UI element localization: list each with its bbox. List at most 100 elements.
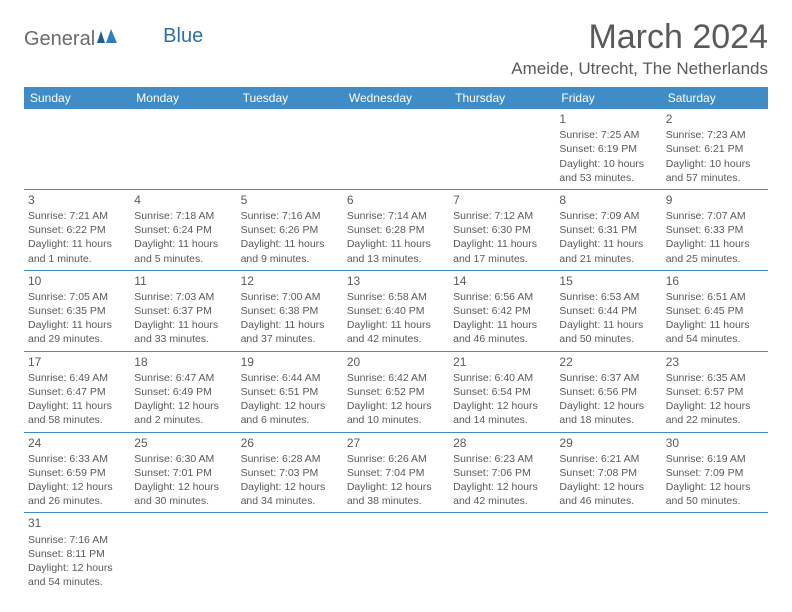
day-number: 8 <box>559 192 657 208</box>
week-row: 24Sunrise: 6:33 AMSunset: 6:59 PMDayligh… <box>24 433 768 514</box>
sunset-text: Sunset: 6:59 PM <box>28 466 126 480</box>
sunset-text: Sunset: 6:30 PM <box>453 223 551 237</box>
day-cell-empty <box>343 513 449 593</box>
sunrise-text: Sunrise: 6:49 AM <box>28 371 126 385</box>
day-number: 4 <box>134 192 232 208</box>
sunrise-text: Sunrise: 6:44 AM <box>241 371 339 385</box>
sunset-text: Sunset: 7:06 PM <box>453 466 551 480</box>
day-cell: 1Sunrise: 7:25 AMSunset: 6:19 PMDaylight… <box>555 109 661 189</box>
day-cell-empty <box>130 513 236 593</box>
daylight-text: Daylight: 11 hours and 33 minutes. <box>134 318 232 346</box>
daylight-text: Daylight: 12 hours and 46 minutes. <box>559 480 657 508</box>
sunrise-text: Sunrise: 6:30 AM <box>134 452 232 466</box>
day-cell-empty <box>449 109 555 189</box>
sunrise-text: Sunrise: 6:23 AM <box>453 452 551 466</box>
daylight-text: Daylight: 11 hours and 29 minutes. <box>28 318 126 346</box>
day-cell: 11Sunrise: 7:03 AMSunset: 6:37 PMDayligh… <box>130 271 236 351</box>
day-cell: 23Sunrise: 6:35 AMSunset: 6:57 PMDayligh… <box>662 352 768 432</box>
daylight-text: Daylight: 12 hours and 18 minutes. <box>559 399 657 427</box>
sunset-text: Sunset: 6:47 PM <box>28 385 126 399</box>
day-number: 22 <box>559 354 657 370</box>
day-number: 19 <box>241 354 339 370</box>
sunrise-text: Sunrise: 6:47 AM <box>134 371 232 385</box>
sunrise-text: Sunrise: 7:16 AM <box>28 533 126 547</box>
sunset-text: Sunset: 6:51 PM <box>241 385 339 399</box>
day-cell-empty <box>130 109 236 189</box>
daylight-text: Daylight: 12 hours and 54 minutes. <box>28 561 126 589</box>
day-cell: 26Sunrise: 6:28 AMSunset: 7:03 PMDayligh… <box>237 433 343 513</box>
day-header: Thursday <box>449 87 555 109</box>
day-number: 14 <box>453 273 551 289</box>
day-number: 25 <box>134 435 232 451</box>
day-cell: 4Sunrise: 7:18 AMSunset: 6:24 PMDaylight… <box>130 190 236 270</box>
sunrise-text: Sunrise: 7:05 AM <box>28 290 126 304</box>
sunrise-text: Sunrise: 7:03 AM <box>134 290 232 304</box>
sunset-text: Sunset: 6:56 PM <box>559 385 657 399</box>
sunrise-text: Sunrise: 7:25 AM <box>559 128 657 142</box>
logo: General Blue <box>24 28 203 51</box>
sunrise-text: Sunrise: 7:18 AM <box>134 209 232 223</box>
week-row: 10Sunrise: 7:05 AMSunset: 6:35 PMDayligh… <box>24 271 768 352</box>
daylight-text: Daylight: 12 hours and 14 minutes. <box>453 399 551 427</box>
sunset-text: Sunset: 6:26 PM <box>241 223 339 237</box>
day-cell: 7Sunrise: 7:12 AMSunset: 6:30 PMDaylight… <box>449 190 555 270</box>
week-row: 17Sunrise: 6:49 AMSunset: 6:47 PMDayligh… <box>24 352 768 433</box>
day-cell: 28Sunrise: 6:23 AMSunset: 7:06 PMDayligh… <box>449 433 555 513</box>
sunrise-text: Sunrise: 7:12 AM <box>453 209 551 223</box>
day-cell: 3Sunrise: 7:21 AMSunset: 6:22 PMDaylight… <box>24 190 130 270</box>
sunrise-text: Sunrise: 6:35 AM <box>666 371 764 385</box>
week-row: 1Sunrise: 7:25 AMSunset: 6:19 PMDaylight… <box>24 109 768 190</box>
sunrise-text: Sunrise: 6:53 AM <box>559 290 657 304</box>
sunrise-text: Sunrise: 6:37 AM <box>559 371 657 385</box>
daylight-text: Daylight: 11 hours and 1 minute. <box>28 237 126 265</box>
sunset-text: Sunset: 6:40 PM <box>347 304 445 318</box>
sunrise-text: Sunrise: 6:40 AM <box>453 371 551 385</box>
day-cell: 24Sunrise: 6:33 AMSunset: 6:59 PMDayligh… <box>24 433 130 513</box>
sunset-text: Sunset: 6:37 PM <box>134 304 232 318</box>
sunrise-text: Sunrise: 7:21 AM <box>28 209 126 223</box>
day-number: 24 <box>28 435 126 451</box>
daylight-text: Daylight: 11 hours and 46 minutes. <box>453 318 551 346</box>
sunset-text: Sunset: 6:28 PM <box>347 223 445 237</box>
sunset-text: Sunset: 6:54 PM <box>453 385 551 399</box>
week-row: 31Sunrise: 7:16 AMSunset: 8:11 PMDayligh… <box>24 513 768 593</box>
sunrise-text: Sunrise: 7:00 AM <box>241 290 339 304</box>
daylight-text: Daylight: 11 hours and 58 minutes. <box>28 399 126 427</box>
day-header: Friday <box>555 87 661 109</box>
day-cell: 9Sunrise: 7:07 AMSunset: 6:33 PMDaylight… <box>662 190 768 270</box>
logo-text-general: General <box>24 28 95 51</box>
day-cell: 2Sunrise: 7:23 AMSunset: 6:21 PMDaylight… <box>662 109 768 189</box>
day-number: 18 <box>134 354 232 370</box>
day-header: Tuesday <box>237 87 343 109</box>
sunset-text: Sunset: 6:35 PM <box>28 304 126 318</box>
day-number: 31 <box>28 515 126 531</box>
day-number: 13 <box>347 273 445 289</box>
day-number: 20 <box>347 354 445 370</box>
sunset-text: Sunset: 6:19 PM <box>559 142 657 156</box>
day-number: 21 <box>453 354 551 370</box>
day-cell: 18Sunrise: 6:47 AMSunset: 6:49 PMDayligh… <box>130 352 236 432</box>
sunrise-text: Sunrise: 7:16 AM <box>241 209 339 223</box>
sunset-text: Sunset: 6:45 PM <box>666 304 764 318</box>
daylight-text: Daylight: 12 hours and 50 minutes. <box>666 480 764 508</box>
day-number: 3 <box>28 192 126 208</box>
day-header-row: SundayMondayTuesdayWednesdayThursdayFrid… <box>24 87 768 109</box>
sunrise-text: Sunrise: 6:26 AM <box>347 452 445 466</box>
header: General Blue March 2024 Ameide, Utrecht,… <box>24 18 768 79</box>
location-text: Ameide, Utrecht, The Netherlands <box>511 59 768 79</box>
day-cell: 20Sunrise: 6:42 AMSunset: 6:52 PMDayligh… <box>343 352 449 432</box>
day-number: 28 <box>453 435 551 451</box>
sunset-text: Sunset: 7:03 PM <box>241 466 339 480</box>
sunrise-text: Sunrise: 7:09 AM <box>559 209 657 223</box>
day-header: Monday <box>130 87 236 109</box>
sunset-text: Sunset: 7:09 PM <box>666 466 764 480</box>
daylight-text: Daylight: 12 hours and 30 minutes. <box>134 480 232 508</box>
daylight-text: Daylight: 10 hours and 57 minutes. <box>666 157 764 185</box>
day-cell-empty <box>24 109 130 189</box>
page-title: March 2024 <box>511 18 768 57</box>
sunset-text: Sunset: 7:04 PM <box>347 466 445 480</box>
day-cell-empty <box>555 513 661 593</box>
sunrise-text: Sunrise: 6:42 AM <box>347 371 445 385</box>
sunrise-text: Sunrise: 6:19 AM <box>666 452 764 466</box>
daylight-text: Daylight: 12 hours and 42 minutes. <box>453 480 551 508</box>
